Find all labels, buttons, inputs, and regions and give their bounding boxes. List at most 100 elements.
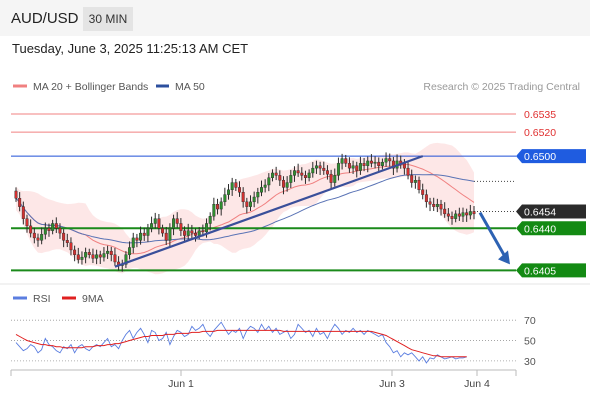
candle-body: [472, 211, 476, 215]
rsi-tick-70: 70: [524, 315, 536, 327]
candle-body: [216, 204, 220, 210]
candle-body: [439, 204, 443, 210]
candle-body: [384, 158, 388, 163]
candle-body: [461, 212, 465, 217]
candle-body: [362, 163, 366, 166]
candle-body: [388, 158, 392, 162]
uptrend-line: [114, 155, 424, 268]
candle-body: [344, 158, 348, 164]
level-tag-0.6440: [516, 221, 586, 236]
candle-body: [157, 218, 161, 229]
candle-body: [14, 190, 18, 199]
candle-body: [336, 163, 340, 176]
candle-body: [377, 161, 381, 166]
level-label-0.6440: 0.6440: [524, 223, 556, 235]
candle-body: [410, 175, 414, 183]
candle-body: [263, 184, 267, 188]
candle-body: [131, 237, 135, 248]
candle-body: [32, 232, 36, 239]
candle-body: [406, 167, 410, 176]
candle-body: [212, 204, 216, 217]
level-label-0.6405: 0.6405: [524, 265, 556, 277]
candle-body: [443, 208, 447, 215]
candle-body: [417, 179, 421, 191]
candle-body: [186, 230, 190, 236]
rsi-tick-50: 50: [524, 336, 536, 348]
candle-body: [164, 232, 168, 241]
candle-body: [314, 165, 318, 169]
ma9-legend-label: 9MA: [82, 293, 104, 305]
chart-header: AUD/USD 30 MIN: [0, 0, 590, 36]
candlesticks: [14, 152, 476, 272]
x-tick-label-0: Jun 1: [168, 378, 194, 390]
ma50-legend-label: MA 50: [175, 81, 205, 93]
candle-body: [347, 163, 351, 169]
candle-body: [249, 201, 252, 207]
candle-body: [84, 252, 88, 258]
trend-annotations: [114, 155, 510, 268]
candle-body: [106, 250, 110, 254]
candle-body: [161, 228, 165, 234]
candle-body: [421, 189, 425, 195]
candle-body: [124, 254, 128, 265]
candle-body: [168, 228, 172, 241]
candle-body: [252, 196, 256, 203]
x-ticks: Jun 1 Jun 3 Jun 4: [168, 370, 490, 390]
timeframe-button[interactable]: 30 MIN: [83, 7, 133, 31]
candle-body: [234, 182, 238, 188]
x-tick-label-2: Jun 4: [464, 378, 490, 390]
candle-body: [260, 187, 263, 193]
price-levels: 0.6535 0.6520 0.6500 0.6454 0.6440 0.6405: [11, 109, 586, 278]
candle-body: [73, 249, 77, 255]
level-label-0.6535: 0.6535: [524, 109, 556, 121]
candle-body: [172, 218, 176, 229]
candle-body: [179, 223, 183, 231]
candle-body: [95, 254, 99, 259]
candle-body: [109, 250, 113, 255]
candle-body: [43, 228, 47, 235]
level-tag-0.6405: [516, 263, 586, 278]
candle-body: [219, 201, 223, 210]
candle-body: [355, 165, 359, 171]
candle-body: [183, 230, 187, 236]
candle-body: [278, 175, 282, 181]
candle-body: [223, 194, 227, 203]
candle-body: [205, 223, 209, 233]
candle-body: [285, 182, 289, 188]
candle-body: [62, 232, 66, 241]
candle-body: [29, 225, 33, 234]
candle-body: [208, 216, 212, 224]
candle-body: [373, 161, 377, 164]
candle-body: [40, 234, 44, 241]
candle-body: [80, 256, 84, 260]
rsi-pane: 70 50 30: [11, 315, 536, 368]
ma20-legend-label: MA 20 + Bollinger Bands: [33, 81, 148, 93]
candle-body: [307, 172, 311, 178]
candle-body: [142, 232, 146, 236]
candle-body: [36, 237, 40, 241]
candle-body: [289, 175, 293, 183]
candle-body: [25, 218, 29, 227]
x-tick-label-1: Jun 3: [379, 378, 405, 390]
candle-body: [98, 254, 102, 258]
candle-body: [65, 240, 69, 243]
candle-body: [340, 158, 344, 164]
candle-body: [424, 194, 428, 203]
level-label-0.6500: 0.6500: [524, 151, 556, 163]
candle-body: [113, 254, 117, 263]
candle-body: [256, 192, 260, 198]
candle-body: [153, 218, 157, 224]
candle-body: [139, 232, 143, 241]
candle-body: [296, 170, 300, 174]
candle-body: [318, 165, 322, 169]
candle-body: [300, 172, 304, 176]
candle-body: [358, 163, 362, 171]
candle-body: [87, 252, 91, 255]
candle-body: [241, 192, 245, 203]
level-tag-0.6454: [516, 204, 586, 219]
candle-body: [76, 254, 80, 260]
level-tag-0.6500: [516, 149, 586, 164]
candle-body: [380, 161, 384, 166]
candle-body: [281, 179, 285, 188]
